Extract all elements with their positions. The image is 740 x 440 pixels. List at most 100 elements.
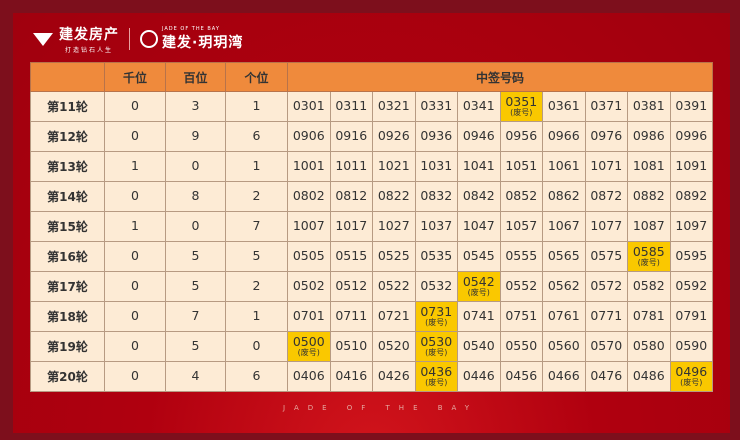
void-number-cell: 0436 (废号) xyxy=(414,361,458,392)
number-code: 1077 xyxy=(590,218,623,234)
number-code: 1037 xyxy=(420,218,453,234)
number-code: 0976 xyxy=(590,128,623,144)
number-cell: 0560 xyxy=(542,331,586,362)
number-cell: 1061 xyxy=(542,151,586,182)
number-cell: 0741 xyxy=(457,301,501,332)
header-hundreds: 百位 xyxy=(165,62,226,92)
number-cell: 1087 xyxy=(627,211,671,242)
number-code: 0946 xyxy=(462,128,495,144)
void-note: (废号) xyxy=(425,378,448,388)
number-code: 0562 xyxy=(547,278,580,294)
round-label: 第16轮 xyxy=(30,241,105,272)
number-code: 0530 xyxy=(420,333,453,349)
project-name: 建发·玥玥湾 xyxy=(162,35,244,51)
number-cell: 0590 xyxy=(669,331,714,362)
footer-watermark: JADE OF THE BAY xyxy=(283,404,479,412)
number-code: 0966 xyxy=(547,128,580,144)
number-code: 0416 xyxy=(335,368,368,384)
number-code: 0761 xyxy=(547,308,580,324)
number-code: 0575 xyxy=(590,248,623,264)
digit-hundreds: 5 xyxy=(165,241,226,272)
number-code: 1017 xyxy=(335,218,368,234)
number-cell: 0572 xyxy=(584,271,628,302)
table-row: 第20轮 0 4 6 0406 0416 0426 0436 (废号) 0446 0456 0466 0… xyxy=(30,361,714,392)
number-cell: 1097 xyxy=(669,211,714,242)
digit-hundreds: 8 xyxy=(165,181,226,212)
number-cell: 0486 xyxy=(627,361,671,392)
number-cell: 0555 xyxy=(499,241,543,272)
number-code: 0802 xyxy=(292,188,325,204)
header-logos: 建发房产 打造钻石人生 JADE OF THE BAY 建发·玥玥湾 xyxy=(33,24,243,54)
digit-hundreds: 4 xyxy=(165,361,226,392)
number-code: 0406 xyxy=(292,368,325,384)
number-cell: 0966 xyxy=(542,121,586,152)
digit-thousands: 1 xyxy=(104,151,166,182)
number-cell: 0331 xyxy=(414,91,458,122)
number-cell: 0986 xyxy=(627,121,671,152)
number-code: 0822 xyxy=(377,188,410,204)
number-cell: 0996 xyxy=(669,121,714,152)
number-code: 1041 xyxy=(462,158,495,174)
digit-thousands: 0 xyxy=(104,301,166,332)
number-code: 1061 xyxy=(547,158,580,174)
number-cell: 0540 xyxy=(457,331,501,362)
number-code: 1007 xyxy=(292,218,325,234)
number-code: 0832 xyxy=(420,188,453,204)
lottery-results-table: 千位 百位 个位 中签号码 第11轮 0 3 1 0301 0311 0321 0331 034… xyxy=(30,62,714,392)
void-note: (废号) xyxy=(510,108,533,118)
number-code: 1021 xyxy=(377,158,410,174)
number-code: 0540 xyxy=(462,338,495,354)
number-cell: 0751 xyxy=(499,301,543,332)
number-cell: 0502 xyxy=(287,271,331,302)
number-cell: 0862 xyxy=(542,181,586,212)
table-row: 第17轮 0 5 2 0502 0512 0522 0532 0542 (废号) 0552 0562 0… xyxy=(30,271,714,302)
number-cell: 0701 xyxy=(287,301,331,332)
round-label: 第12轮 xyxy=(30,121,105,152)
void-note: (废号) xyxy=(637,258,660,268)
void-number-cell: 0500 (废号) xyxy=(287,331,331,362)
number-cell: 0822 xyxy=(372,181,416,212)
number-cell: 0721 xyxy=(372,301,416,332)
digit-hundreds: 9 xyxy=(165,121,226,152)
round-label: 第19轮 xyxy=(30,331,105,362)
digit-thousands: 0 xyxy=(104,181,166,212)
void-number-cell: 0731 (废号) xyxy=(414,301,458,332)
number-code: 0510 xyxy=(335,338,368,354)
dragon-seal-icon xyxy=(140,30,158,48)
digit-units: 7 xyxy=(225,211,288,242)
number-cell: 0520 xyxy=(372,331,416,362)
number-cell: 0301 xyxy=(287,91,331,122)
table-header-row: 千位 百位 个位 中签号码 xyxy=(30,62,714,92)
round-label: 第13轮 xyxy=(30,151,105,182)
number-code: 1051 xyxy=(505,158,538,174)
number-code: 1047 xyxy=(462,218,495,234)
number-code: 1031 xyxy=(420,158,453,174)
number-cell: 0926 xyxy=(372,121,416,152)
round-label: 第18轮 xyxy=(30,301,105,332)
number-code: 0552 xyxy=(505,278,538,294)
number-code: 0701 xyxy=(292,308,325,324)
number-code: 0582 xyxy=(632,278,665,294)
header-thousands: 千位 xyxy=(104,62,166,92)
void-note: (废号) xyxy=(425,348,448,358)
number-cell: 0595 xyxy=(669,241,714,272)
table-row: 第11轮 0 3 1 0301 0311 0321 0331 0341 0351 (废号) 0361 0… xyxy=(30,91,714,122)
number-code: 0371 xyxy=(590,98,623,114)
header-units: 个位 xyxy=(225,62,288,92)
number-code: 0592 xyxy=(675,278,708,294)
number-code: 1081 xyxy=(632,158,665,174)
number-code: 0555 xyxy=(505,248,538,264)
number-code: 0812 xyxy=(335,188,368,204)
number-cell: 0872 xyxy=(584,181,628,212)
number-cell: 0545 xyxy=(457,241,501,272)
number-cell: 0592 xyxy=(669,271,714,302)
number-code: 0892 xyxy=(675,188,708,204)
digit-units: 6 xyxy=(225,361,288,392)
number-cell: 0575 xyxy=(584,241,628,272)
number-code: 0456 xyxy=(505,368,538,384)
number-code: 1001 xyxy=(292,158,325,174)
table-row: 第16轮 0 5 5 0505 0515 0525 0535 0545 0555 0565 0575 0… xyxy=(30,241,714,272)
number-code: 0525 xyxy=(377,248,410,264)
number-code: 0301 xyxy=(292,98,325,114)
number-cell: 1001 xyxy=(287,151,331,182)
